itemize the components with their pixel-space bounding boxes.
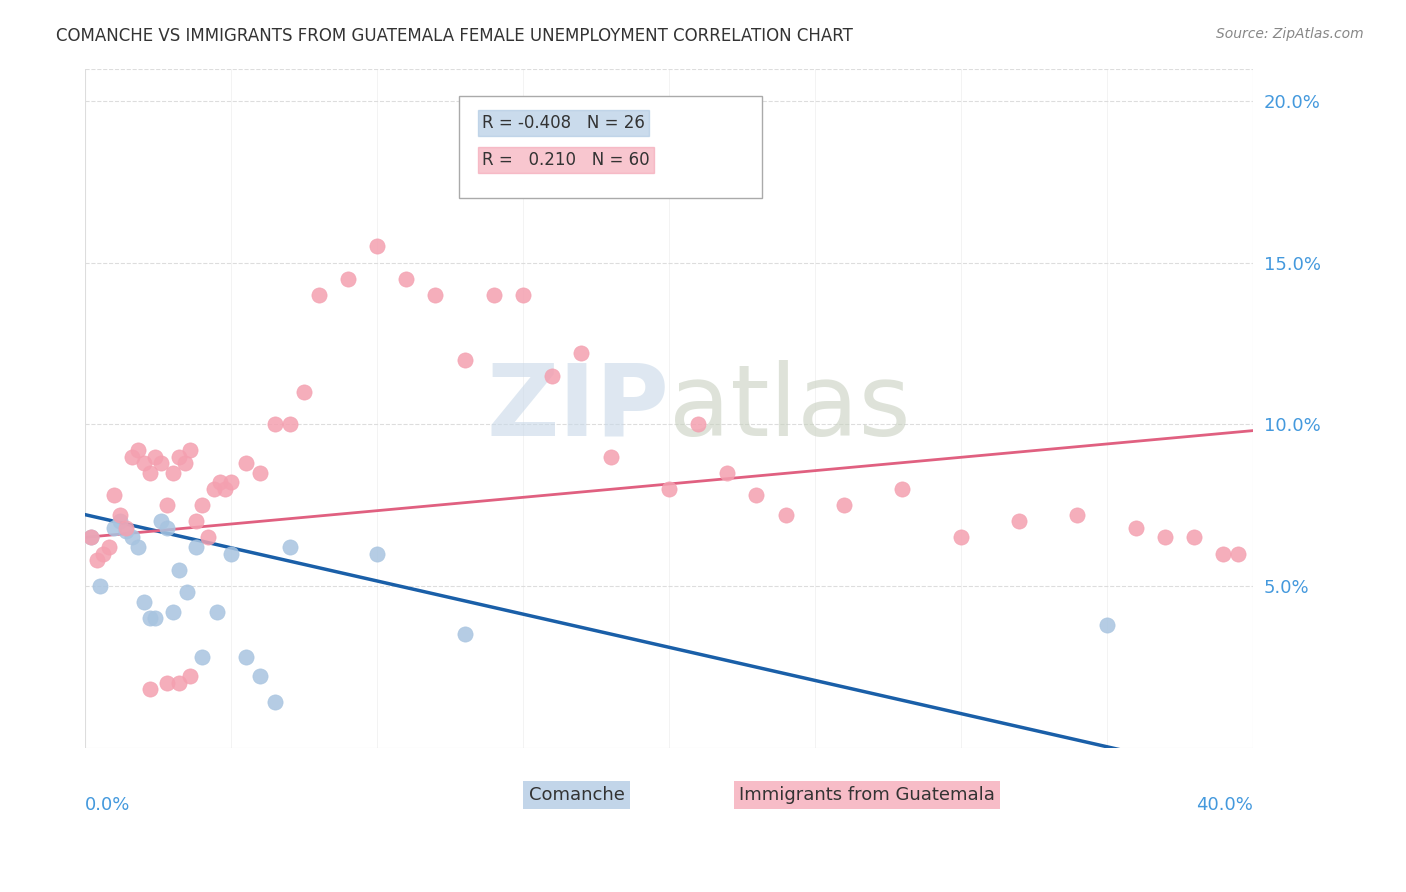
Point — [138, 682, 160, 697]
Point — [138, 611, 160, 625]
Point — [425, 288, 447, 302]
Text: COMANCHE VS IMMIGRANTS FROM GUATEMALA FEMALE UNEMPLOYMENT CORRELATION CHART: COMANCHE VS IMMIGRANTS FROM GUATEMALA FE… — [56, 27, 853, 45]
Point — [167, 563, 190, 577]
Point — [336, 271, 359, 285]
Point — [186, 540, 208, 554]
Point — [167, 676, 190, 690]
Point — [150, 514, 173, 528]
Point — [97, 540, 120, 554]
Point — [219, 475, 242, 490]
Point — [103, 488, 125, 502]
Point — [366, 239, 388, 253]
Point — [202, 482, 225, 496]
Point — [453, 627, 475, 641]
Point — [80, 530, 103, 544]
Point — [179, 669, 201, 683]
Text: Source: ZipAtlas.com: Source: ZipAtlas.com — [1216, 27, 1364, 41]
Point — [1125, 521, 1147, 535]
Text: atlas: atlas — [669, 359, 911, 457]
Point — [115, 521, 138, 535]
Point — [91, 547, 114, 561]
Point — [235, 456, 257, 470]
Text: 40.0%: 40.0% — [1195, 796, 1253, 814]
Point — [249, 669, 271, 683]
Point — [191, 498, 214, 512]
Point — [103, 521, 125, 535]
Point — [1154, 530, 1177, 544]
Point — [1227, 547, 1250, 561]
Point — [191, 650, 214, 665]
Point — [143, 611, 166, 625]
Point — [186, 514, 208, 528]
Text: R =   0.210   N = 60: R = 0.210 N = 60 — [482, 151, 650, 169]
Point — [89, 579, 111, 593]
Point — [150, 456, 173, 470]
Point — [219, 547, 242, 561]
Point — [453, 352, 475, 367]
Point — [308, 288, 330, 302]
Point — [176, 585, 198, 599]
Point — [1212, 547, 1234, 561]
Point — [121, 530, 143, 544]
Text: 0.0%: 0.0% — [86, 796, 131, 814]
Point — [214, 482, 236, 496]
Point — [949, 530, 972, 544]
Point — [162, 605, 184, 619]
Text: Comanche: Comanche — [529, 786, 624, 804]
Point — [775, 508, 797, 522]
Point — [132, 456, 155, 470]
Point — [1095, 617, 1118, 632]
Point — [205, 605, 228, 619]
Point — [832, 498, 855, 512]
Point — [121, 450, 143, 464]
Point — [278, 417, 301, 432]
Point — [512, 288, 534, 302]
Point — [1008, 514, 1031, 528]
Point — [745, 488, 768, 502]
FancyBboxPatch shape — [458, 95, 762, 197]
Point — [264, 695, 287, 709]
Point — [292, 384, 315, 399]
Point — [541, 368, 564, 383]
Point — [208, 475, 231, 490]
Text: Immigrants from Guatemala: Immigrants from Guatemala — [740, 786, 995, 804]
Point — [891, 482, 914, 496]
Point — [278, 540, 301, 554]
Point — [110, 508, 132, 522]
Point — [162, 466, 184, 480]
Point — [132, 595, 155, 609]
Point — [366, 547, 388, 561]
Point — [688, 417, 710, 432]
Point — [143, 450, 166, 464]
Point — [127, 443, 149, 458]
Point — [235, 650, 257, 665]
Point — [156, 521, 179, 535]
Text: R = -0.408   N = 26: R = -0.408 N = 26 — [482, 114, 645, 132]
Point — [482, 288, 505, 302]
Point — [80, 530, 103, 544]
Point — [173, 456, 195, 470]
Point — [110, 514, 132, 528]
Point — [167, 450, 190, 464]
Point — [115, 524, 138, 538]
Point — [249, 466, 271, 480]
Point — [658, 482, 681, 496]
Point — [179, 443, 201, 458]
Point — [716, 466, 738, 480]
Point — [1066, 508, 1088, 522]
Point — [571, 346, 593, 360]
Point — [197, 530, 219, 544]
Point — [86, 553, 108, 567]
Point — [156, 498, 179, 512]
Point — [156, 676, 179, 690]
Point — [138, 466, 160, 480]
Point — [264, 417, 287, 432]
Text: ZIP: ZIP — [486, 359, 669, 457]
Point — [395, 271, 418, 285]
Point — [599, 450, 621, 464]
Point — [1182, 530, 1205, 544]
Point — [127, 540, 149, 554]
